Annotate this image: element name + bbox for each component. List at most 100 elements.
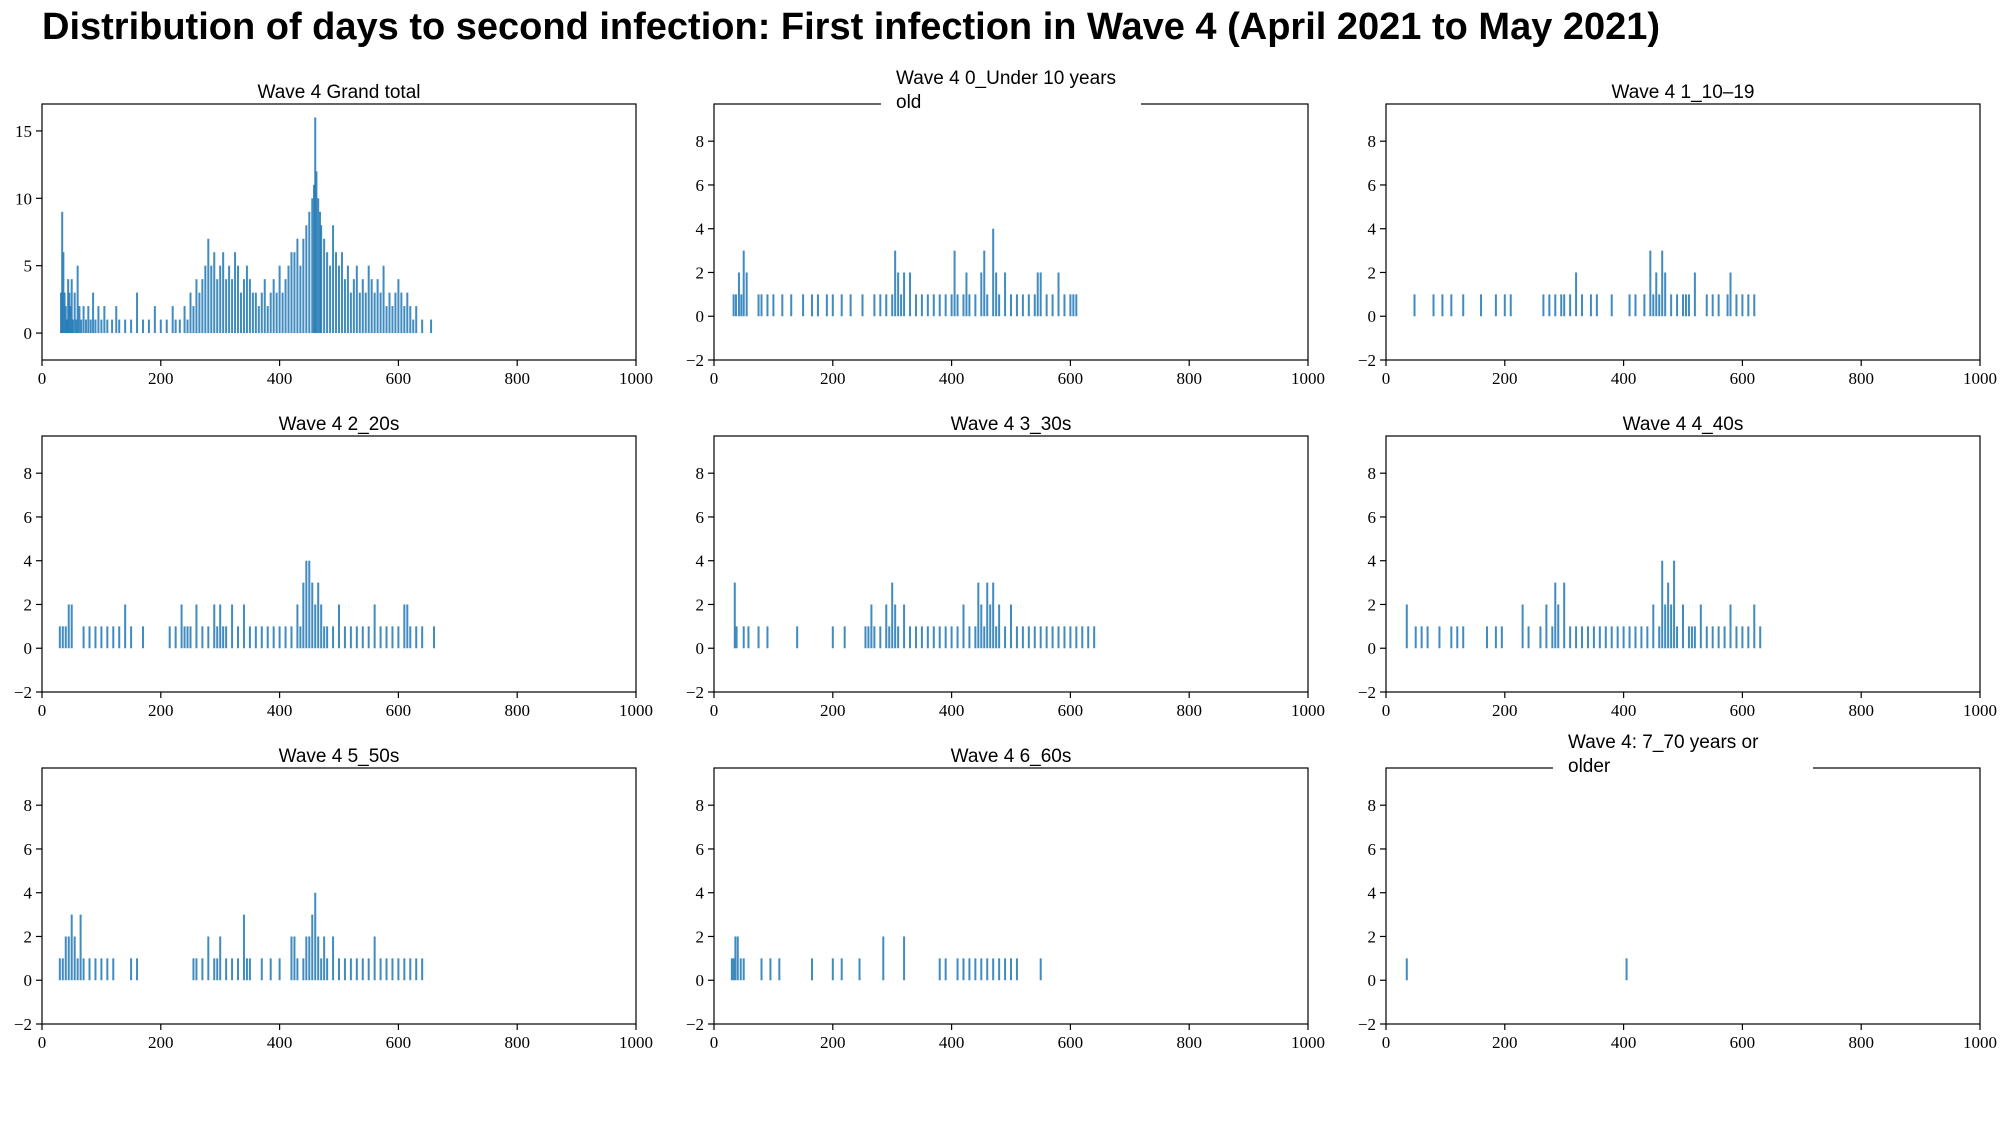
- bar: [106, 958, 109, 981]
- title-backing: [881, 62, 1141, 116]
- bar: [732, 294, 735, 317]
- panel-title-line: Wave 4 2_20s: [279, 414, 400, 435]
- bar: [864, 626, 867, 649]
- bar: [317, 936, 320, 981]
- bar: [391, 306, 394, 334]
- bar: [302, 958, 305, 981]
- y-tick-label: 6: [1368, 176, 1377, 195]
- bar: [1589, 294, 1592, 317]
- bar: [1527, 626, 1530, 649]
- bar: [1717, 294, 1720, 317]
- panel-title: Wave 4 2_20s: [279, 414, 400, 435]
- bar: [216, 626, 219, 649]
- bar: [207, 238, 210, 334]
- bar: [1494, 626, 1497, 649]
- bar: [1747, 294, 1750, 317]
- bar: [87, 306, 90, 334]
- bar: [302, 582, 305, 649]
- bar: [58, 626, 61, 649]
- bar: [118, 626, 121, 649]
- x-tick-label: 200: [1492, 701, 1518, 720]
- panel-title-text: Wave 4 0_Under 10 years old: [896, 68, 1116, 113]
- bar: [1420, 626, 1423, 649]
- bar: [367, 626, 370, 649]
- bar: [355, 958, 358, 981]
- bar: [894, 250, 897, 317]
- bar: [112, 626, 115, 649]
- bar: [130, 319, 133, 334]
- bar: [355, 626, 358, 649]
- bar: [397, 279, 400, 334]
- panel-9: 0 200 400 600 800 1000 −2 0 2 4 6 8 Wave 4: 7_70 yea…: [1358, 726, 1997, 1052]
- bar: [1652, 604, 1655, 649]
- x-tick-label: 200: [820, 701, 846, 720]
- bar: [130, 958, 133, 981]
- bar: [260, 292, 263, 334]
- bar: [352, 279, 355, 334]
- bar: [944, 294, 947, 317]
- bar: [802, 294, 805, 317]
- bar: [1033, 626, 1036, 649]
- bar: [831, 294, 834, 317]
- bar: [326, 252, 329, 334]
- bar: [843, 626, 846, 649]
- x-tick-label: 800: [1176, 1033, 1202, 1052]
- bar: [1560, 294, 1563, 317]
- bar: [106, 626, 109, 649]
- panel-title: Wave 4 6_60s: [951, 746, 1072, 767]
- bar: [742, 250, 745, 317]
- bar: [284, 279, 287, 334]
- x-tick-label: 1000: [1963, 701, 1997, 720]
- bar: [207, 936, 210, 981]
- bar: [332, 936, 335, 981]
- bar: [1711, 626, 1714, 649]
- bar: [275, 292, 278, 334]
- bar: [909, 626, 912, 649]
- y-tick-label: −2: [686, 683, 704, 702]
- y-tick-label: 0: [24, 324, 33, 343]
- bar: [201, 626, 204, 649]
- bar: [397, 626, 400, 649]
- bar: [840, 958, 843, 981]
- bar: [272, 279, 275, 334]
- bar: [71, 319, 74, 334]
- bar: [248, 279, 251, 334]
- x-tick-label: 0: [1382, 701, 1391, 720]
- bar: [296, 238, 299, 334]
- y-tick-label: 0: [1368, 971, 1377, 990]
- panel-title-line: Wave 4: 7_70 years or: [1568, 732, 1759, 753]
- bar: [394, 292, 397, 334]
- bar: [358, 292, 361, 334]
- x-tick-label: 600: [386, 701, 412, 720]
- y-tick-label: 0: [696, 639, 705, 658]
- bar: [320, 225, 323, 334]
- y-tick-label: 6: [696, 840, 705, 859]
- bar: [1616, 626, 1619, 649]
- bar: [1485, 626, 1488, 649]
- y-tick-label: 0: [1368, 639, 1377, 658]
- panel-title-text: Wave 4: 7_70 years or older: [1568, 732, 1759, 777]
- bar: [82, 626, 85, 649]
- bar: [379, 626, 382, 649]
- bar: [831, 958, 834, 981]
- bar: [1664, 272, 1667, 317]
- bar: [903, 272, 906, 317]
- bar: [272, 626, 275, 649]
- bar: [796, 626, 799, 649]
- bar: [1063, 626, 1066, 649]
- bar: [900, 294, 903, 317]
- y-tick-label: −2: [1358, 1015, 1376, 1034]
- bar: [1563, 582, 1566, 649]
- panel-title-text: Wave 4 2_20s: [279, 414, 400, 435]
- bar: [1010, 604, 1012, 649]
- bar: [100, 626, 103, 649]
- bar: [260, 626, 263, 649]
- bar: [225, 279, 228, 334]
- panel-title-line: Wave 4 Grand total: [258, 82, 421, 103]
- bar: [769, 958, 772, 981]
- bar: [219, 265, 222, 334]
- bar: [980, 604, 983, 649]
- plot-frame: [1385, 767, 1981, 1025]
- panel-title-text: Wave 4 4_40s: [1623, 414, 1744, 435]
- bar: [867, 626, 870, 649]
